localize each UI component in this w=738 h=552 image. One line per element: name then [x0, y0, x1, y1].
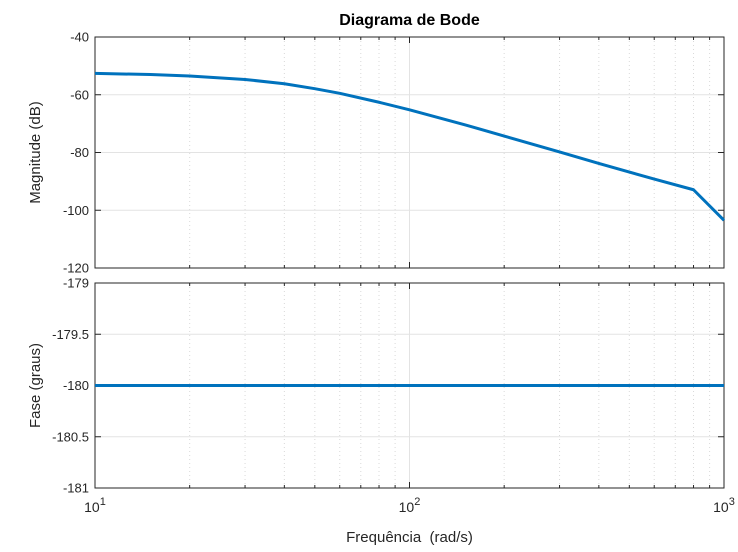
x-tick-label: 101 — [84, 496, 106, 515]
x-axis-label: Frequência (rad/s) — [346, 529, 473, 546]
chart-title: Diagrama de Bode — [339, 12, 480, 29]
y-tick-label: -179 — [63, 276, 89, 291]
panel-magnitude: -120 -100 -80 -60 -40 Diagrama de Bode Magnitu… — [27, 12, 726, 276]
y-tick-label: -100 — [63, 203, 89, 218]
x-tick-label: 103 — [713, 496, 735, 515]
y-axis-label: Fase (graus) — [27, 343, 44, 428]
y-tick-label: -40 — [70, 30, 89, 45]
y-tick-label: -120 — [63, 261, 89, 276]
y-tick-label: -181 — [63, 481, 89, 496]
y-tick-label: -80 — [70, 145, 89, 160]
y-tick-label: -179.5 — [52, 327, 89, 342]
panel-phase: -181 -180.5 -180 -179.5 -179 Fase (graus) 101 1… — [27, 276, 735, 547]
x-tick-label: 102 — [399, 496, 421, 515]
series-line — [94, 71, 726, 222]
y-tick-label: -60 — [70, 87, 89, 102]
y-tick-label: -180.5 — [52, 429, 89, 444]
y-tick-label: -180 — [63, 378, 89, 393]
y-axis-label: Magnitude (dB) — [27, 101, 44, 204]
